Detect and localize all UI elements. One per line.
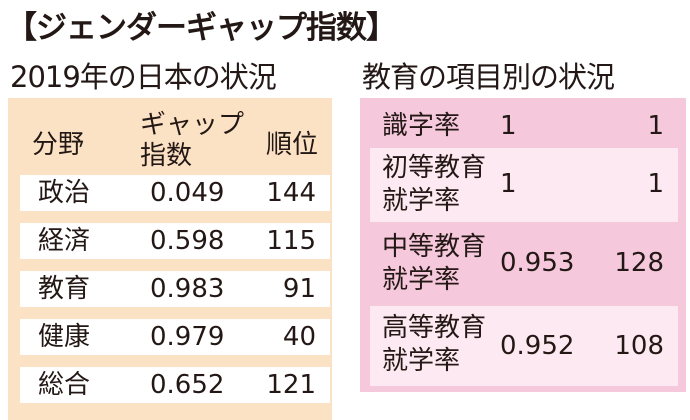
row-rank: 121 (266, 370, 316, 400)
row-index: 0.049 (150, 178, 225, 208)
row-index: 0.952 (500, 331, 575, 361)
row-index: 0.652 (150, 370, 225, 400)
row-label-line2: 就学率 (382, 265, 461, 295)
row-category: 総合 (38, 370, 91, 400)
table-row: 教育 0.983 91 (20, 271, 330, 307)
table-row: 経済 0.598 115 (20, 223, 330, 259)
row-rank: 115 (266, 226, 316, 256)
table-row: 中等教育 就学率 0.953 128 (370, 226, 678, 302)
row-category: 健康 (38, 322, 91, 352)
row-rank: 1 (647, 169, 664, 199)
row-rank: 91 (282, 274, 316, 304)
figure-title: 【ジェンダーギャップ指数】 (6, 10, 397, 46)
header-gap-index: ギャップ 指数 (140, 110, 270, 172)
right-heading: 教育の項目別の状況 (362, 60, 615, 94)
row-label-line1: 初等教育 (382, 153, 487, 183)
left-heading: 2019年の日本の状況 (10, 60, 277, 94)
row-index: 0.983 (150, 274, 225, 304)
table-row: 初等教育 就学率 1 1 (370, 148, 678, 222)
row-category: 政治 (38, 178, 91, 208)
row-label-line1: 中等教育 (382, 232, 487, 262)
row-label-line1: 高等教育 (382, 313, 487, 343)
row-label-line2: 就学率 (382, 186, 461, 216)
row-index: 0.598 (150, 226, 225, 256)
row-index: 0.953 (500, 248, 575, 278)
row-category: 教育 (38, 274, 91, 304)
table-row: 識字率 1 1 (370, 106, 678, 146)
row-index: 0.979 (150, 322, 225, 352)
row-rank: 128 (614, 248, 664, 278)
header-rank: 順位 (266, 130, 319, 160)
header-gap-index-line1: ギャップ (140, 110, 245, 140)
table-row: 高等教育 就学率 0.952 108 (370, 306, 678, 386)
table-row: 総合 0.652 121 (20, 367, 330, 403)
row-label-line2: 就学率 (382, 346, 461, 376)
table-row: 健康 0.979 40 (20, 319, 330, 355)
row-rank: 108 (614, 331, 664, 361)
row-rank: 40 (282, 322, 316, 352)
table-row: 政治 0.049 144 (20, 175, 330, 211)
row-category: 経済 (38, 226, 91, 256)
japan-status-table: 分野 ギャップ 指数 順位 政治 0.049 144 経済 0.598 115 … (8, 98, 332, 420)
education-items-table: 識字率 1 1 初等教育 就学率 1 1 中等教育 就学率 0.953 128 … (360, 98, 686, 392)
row-index: 1 (500, 111, 517, 141)
row-rank: 144 (266, 178, 316, 208)
header-gap-index-line2: 指数 (140, 141, 193, 171)
row-rank: 1 (647, 111, 664, 141)
header-category: 分野 (32, 130, 85, 160)
row-label: 識字率 (382, 111, 461, 141)
row-index: 1 (500, 169, 517, 199)
